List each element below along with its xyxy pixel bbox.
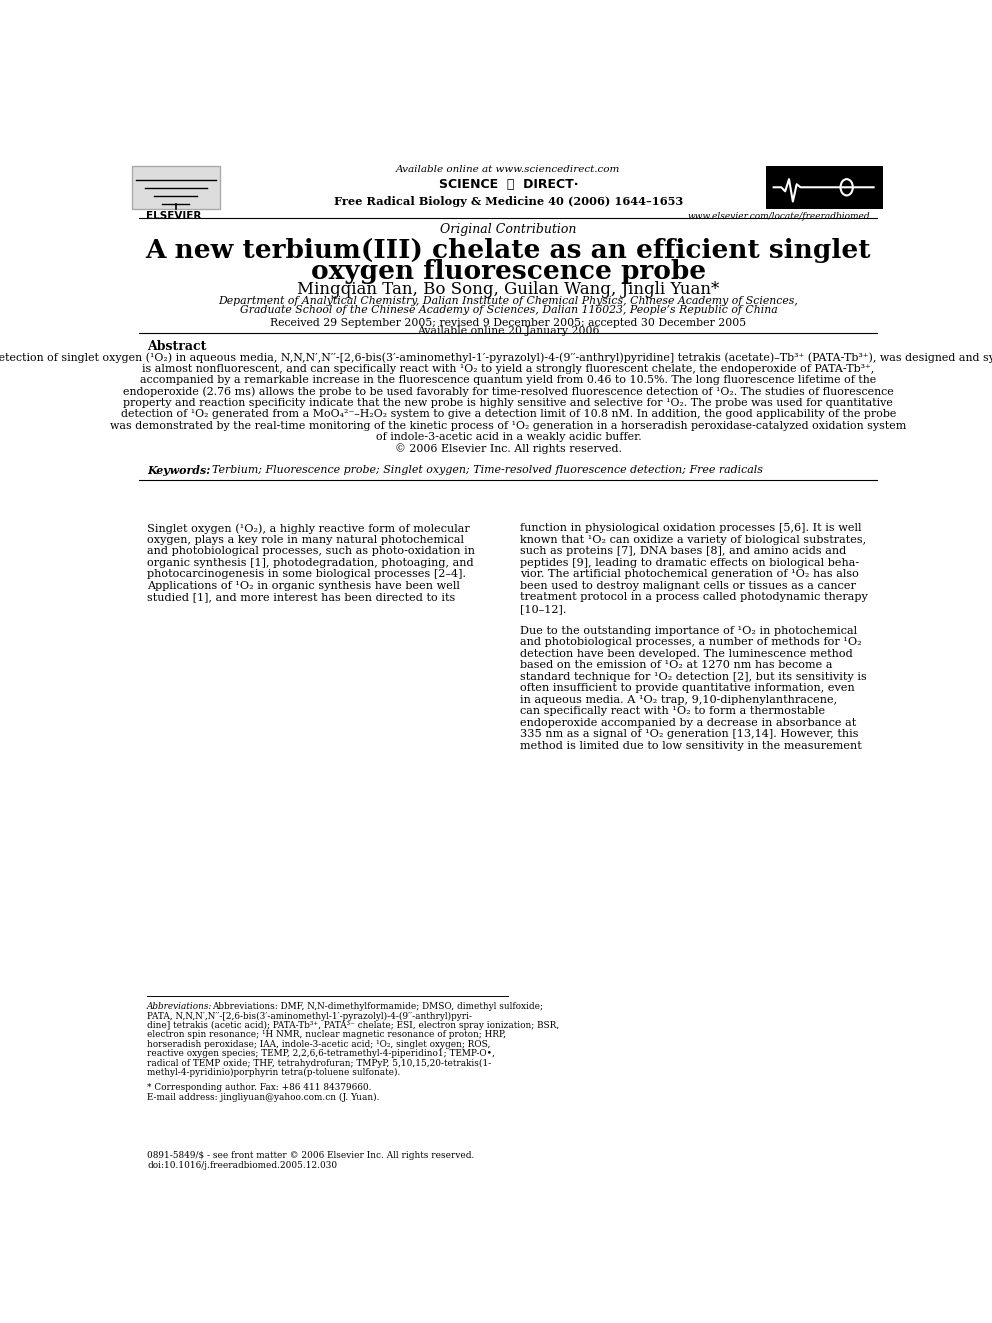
Text: detection of ¹O₂ generated from a MoO₄²⁻–H₂O₂ system to give a detection limit o: detection of ¹O₂ generated from a MoO₄²⁻…: [121, 409, 896, 419]
Text: Received 29 September 2005; revised 9 December 2005; accepted 30 December 2005: Received 29 September 2005; revised 9 De…: [271, 318, 746, 328]
Text: detection have been developed. The luminescence method: detection have been developed. The lumin…: [520, 648, 853, 659]
Text: Abbreviations:: Abbreviations:: [147, 1003, 215, 1011]
Text: horseradish peroxidase; IAA, indole-3-acetic acid; ¹O₂, singlet oxygen; ROS,: horseradish peroxidase; IAA, indole-3-ac…: [147, 1040, 490, 1049]
Text: known that ¹O₂ can oxidize a variety of biological substrates,: known that ¹O₂ can oxidize a variety of …: [520, 534, 866, 545]
Text: methyl-4-pyridinio)porphyrin tetra(p-toluene sulfonate).: methyl-4-pyridinio)porphyrin tetra(p-tol…: [147, 1068, 401, 1077]
Text: is almost nonfluorescent, and can specifically react with ¹O₂ to yield a strongl: is almost nonfluorescent, and can specif…: [142, 364, 875, 373]
Text: oxygen, plays a key role in many natural photochemical: oxygen, plays a key role in many natural…: [147, 534, 464, 545]
Text: Department of Analytical Chemistry, Dalian Institute of Chemical Physics, Chines: Department of Analytical Chemistry, Dali…: [218, 296, 799, 307]
Text: can specifically react with ¹O₂ to form a thermostable: can specifically react with ¹O₂ to form …: [520, 706, 825, 716]
Text: and photobiological processes, a number of methods for ¹O₂: and photobiological processes, a number …: [520, 638, 862, 647]
Text: Graduate School of the Chinese Academy of Sciences, Dalian 116023, People’s Repu: Graduate School of the Chinese Academy o…: [239, 306, 778, 315]
Text: E-mail address: jingliyuan@yahoo.com.cn (J. Yuan).: E-mail address: jingliyuan@yahoo.com.cn …: [147, 1093, 380, 1102]
Text: of indole-3-acetic acid in a weakly acidic buffer.: of indole-3-acetic acid in a weakly acid…: [376, 433, 641, 442]
Text: photocarcinogenesis in some biological processes [2–4].: photocarcinogenesis in some biological p…: [147, 569, 466, 579]
Text: was demonstrated by the real-time monitoring of the kinetic process of ¹O₂ gener: was demonstrated by the real-time monito…: [110, 421, 907, 431]
Text: dine] tetrakis (acetic acid); PATA-Tb³⁺, PATA³⁻ chelate; ESI, electron spray ion: dine] tetrakis (acetic acid); PATA-Tb³⁺,…: [147, 1021, 559, 1031]
Text: 335 nm as a signal of ¹O₂ generation [13,14]. However, this: 335 nm as a signal of ¹O₂ generation [13…: [520, 729, 858, 740]
Text: www.elsevier.com/locate/freeradbiomed: www.elsevier.com/locate/freeradbiomed: [687, 212, 870, 221]
Bar: [766, 165, 883, 209]
Text: Abbreviations: DMF, N,N-dimethylformamide; DMSO, dimethyl sulfoxide;: Abbreviations: DMF, N,N-dimethylformamid…: [212, 1003, 544, 1011]
Text: Available online at www.sciencedirect.com: Available online at www.sciencedirect.co…: [396, 165, 621, 173]
Text: oxygen fluorescence probe: oxygen fluorescence probe: [310, 258, 706, 283]
Text: A new terbium(III) chelate as an efficient singlet: A new terbium(III) chelate as an efficie…: [146, 238, 871, 263]
Text: Free Radical Biology & Medicine 40 (2006) 1644–1653: Free Radical Biology & Medicine 40 (2006…: [333, 196, 683, 208]
Text: vior. The artificial photochemical generation of ¹O₂ has also: vior. The artificial photochemical gener…: [520, 569, 859, 579]
Text: property and reaction specificity indicate that the new probe is highly sensitiv: property and reaction specificity indica…: [123, 398, 894, 407]
Text: Keywords:: Keywords:: [147, 466, 214, 476]
Bar: [132, 165, 220, 209]
Text: doi:10.1016/j.freeradbiomed.2005.12.030: doi:10.1016/j.freeradbiomed.2005.12.030: [147, 1162, 337, 1170]
Text: Abstract: Abstract: [147, 340, 206, 353]
Text: SCIENCE  ⓓ  DIRECT·: SCIENCE ⓓ DIRECT·: [438, 179, 578, 191]
Text: and photobiological processes, such as photo-oxidation in: and photobiological processes, such as p…: [147, 546, 475, 556]
Text: Applications of ¹O₂ in organic synthesis have been well: Applications of ¹O₂ in organic synthesis…: [147, 581, 460, 591]
Text: function in physiological oxidation processes [5,6]. It is well: function in physiological oxidation proc…: [520, 524, 861, 533]
Text: studied [1], and more interest has been directed to its: studied [1], and more interest has been …: [147, 593, 455, 602]
Text: radical of TEMP oxide; THF, tetrahydrofuran; TMPyP, 5,10,15,20-tetrakis(1-: radical of TEMP oxide; THF, tetrahydrofu…: [147, 1058, 491, 1068]
Text: method is limited due to low sensitivity in the measurement: method is limited due to low sensitivity…: [520, 741, 862, 750]
Text: Available online 20 January 2006: Available online 20 January 2006: [418, 325, 599, 336]
Text: Due to the outstanding importance of ¹O₂ in photochemical: Due to the outstanding importance of ¹O₂…: [520, 626, 857, 635]
Text: electron spin resonance; ¹H NMR, nuclear magnetic resonance of proton; HRP,: electron spin resonance; ¹H NMR, nuclear…: [147, 1031, 506, 1040]
Text: reactive oxygen species; TEMP, 2,2,6,6-tetramethyl-4-piperidino1; TEMP-O•,: reactive oxygen species; TEMP, 2,2,6,6-t…: [147, 1049, 495, 1058]
Text: * Corresponding author. Fax: +86 411 84379660.: * Corresponding author. Fax: +86 411 843…: [147, 1084, 372, 1093]
Text: such as proteins [7], DNA bases [8], and amino acids and: such as proteins [7], DNA bases [8], and…: [520, 546, 846, 556]
Text: ELSEVIER: ELSEVIER: [146, 210, 201, 221]
Text: endoperoxide accompanied by a decrease in absorbance at: endoperoxide accompanied by a decrease i…: [520, 717, 856, 728]
Text: Original Contribution: Original Contribution: [440, 224, 576, 235]
Text: based on the emission of ¹O₂ at 1270 nm has become a: based on the emission of ¹O₂ at 1270 nm …: [520, 660, 832, 669]
Text: often insufficient to provide quantitative information, even: often insufficient to provide quantitati…: [520, 683, 855, 693]
Text: Singlet oxygen (¹O₂), a highly reactive form of molecular: Singlet oxygen (¹O₂), a highly reactive …: [147, 524, 470, 533]
Text: been used to destroy malignant cells or tissues as a cancer: been used to destroy malignant cells or …: [520, 581, 856, 591]
Text: treatment protocol in a process called photodynamic therapy: treatment protocol in a process called p…: [520, 593, 868, 602]
Text: Terbium; Fluorescence probe; Singlet oxygen; Time-resolved fluorescence detectio: Terbium; Fluorescence probe; Singlet oxy…: [212, 466, 763, 475]
Text: Mingqian Tan, Bo Song, Guilan Wang, Jingli Yuan*: Mingqian Tan, Bo Song, Guilan Wang, Jing…: [298, 280, 719, 298]
Text: in aqueous media. A ¹O₂ trap, 9,10-diphenylanthracene,: in aqueous media. A ¹O₂ trap, 9,10-diphe…: [520, 695, 837, 705]
Text: A terbium(III) chelate fluorescence probe for detection of singlet oxygen (¹O₂) : A terbium(III) chelate fluorescence prob…: [0, 352, 992, 363]
Text: standard technique for ¹O₂ detection [2], but its sensitivity is: standard technique for ¹O₂ detection [2]…: [520, 672, 867, 681]
Text: 0891-5849/$ - see front matter © 2006 Elsevier Inc. All rights reserved.: 0891-5849/$ - see front matter © 2006 El…: [147, 1151, 474, 1160]
Text: endoperoxide (2.76 ms) allows the probe to be used favorably for time-resolved f: endoperoxide (2.76 ms) allows the probe …: [123, 386, 894, 397]
Text: [10–12].: [10–12].: [520, 603, 566, 614]
Text: peptides [9], leading to dramatic effects on biological beha-: peptides [9], leading to dramatic effect…: [520, 558, 859, 568]
Text: organic synthesis [1], photodegradation, photoaging, and: organic synthesis [1], photodegradation,…: [147, 558, 474, 568]
Text: accompanied by a remarkable increase in the fluorescence quantum yield from 0.46: accompanied by a remarkable increase in …: [140, 376, 877, 385]
Text: PATA, N,N,N′,N′′-[2,6-bis(3′-aminomethyl-1′-pyrazolyl)-4-(9′′-anthryl)pyri-: PATA, N,N,N′,N′′-[2,6-bis(3′-aminomethyl…: [147, 1012, 472, 1021]
Text: © 2006 Elsevier Inc. All rights reserved.: © 2006 Elsevier Inc. All rights reserved…: [395, 443, 622, 454]
